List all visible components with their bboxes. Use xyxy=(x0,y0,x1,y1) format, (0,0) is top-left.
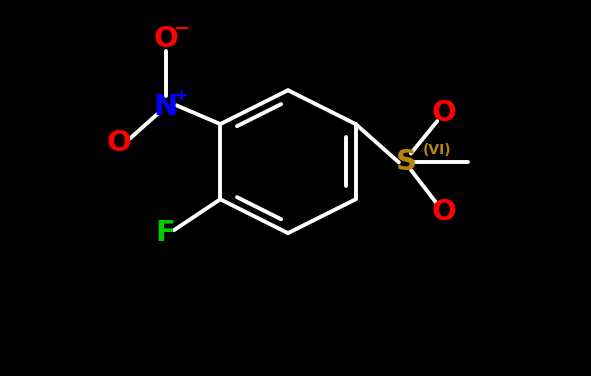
Text: (VI): (VI) xyxy=(423,143,452,158)
Text: N: N xyxy=(154,93,178,121)
Text: O: O xyxy=(431,199,456,226)
Text: O: O xyxy=(153,26,178,53)
Text: O: O xyxy=(106,129,131,157)
Text: O: O xyxy=(431,99,456,127)
Text: F: F xyxy=(156,219,176,247)
Text: −: − xyxy=(174,19,190,38)
Text: +: + xyxy=(173,87,189,105)
Text: S: S xyxy=(396,148,417,176)
